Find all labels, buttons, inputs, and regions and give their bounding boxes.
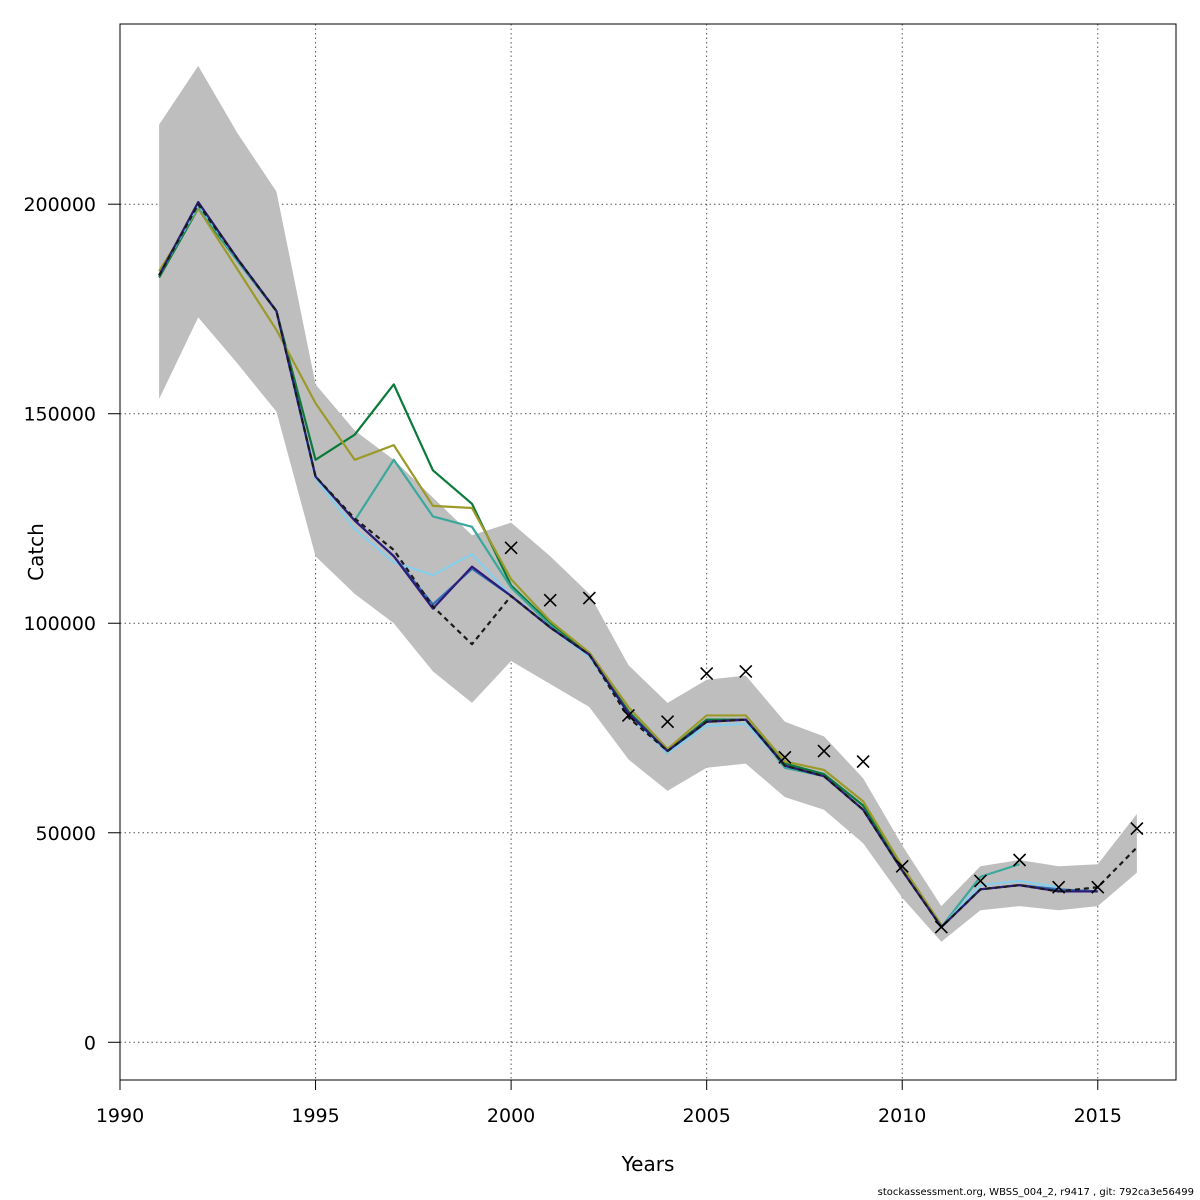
y-tick-label: 200000	[23, 194, 96, 216]
observation-marker	[739, 664, 753, 678]
observation-marker	[1091, 880, 1105, 894]
x-tick-label: 2000	[487, 1105, 535, 1127]
observation-marker	[1012, 853, 1027, 867]
observation-marker	[856, 754, 870, 769]
confidence-band	[159, 65, 1137, 942]
plot-frame	[119, 23, 1177, 1081]
observation-marker	[504, 541, 518, 555]
observation-marker	[895, 859, 909, 873]
series-line-black-dashed	[158, 203, 1138, 929]
series-lines-group	[158, 200, 1138, 929]
series-line-dark-green	[158, 207, 943, 926]
observation-marker	[778, 750, 792, 764]
footer-credit: stockassessment.org, WBSS_004_2, r9417 ,…	[877, 1187, 1194, 1198]
observation-marker	[543, 593, 557, 607]
y-tick-label: 100000	[23, 613, 96, 635]
x-tick-label: 2005	[682, 1105, 730, 1127]
observation-marker	[934, 920, 948, 934]
confidence-band-group	[159, 65, 1137, 942]
observation-marker	[621, 708, 636, 722]
y-tick-label: 50000	[36, 823, 96, 845]
axes-group: 1990 1995 2000 2005 2010 2015 0 50000 100000 1500…	[23, 194, 1121, 1127]
series-line-olive	[158, 207, 943, 926]
x-tick-label: 2015	[1074, 1105, 1122, 1127]
y-tick-label: 150000	[23, 404, 96, 426]
observation-marker	[1130, 822, 1144, 836]
observation-marker	[660, 715, 675, 729]
observation-marker	[582, 591, 596, 605]
y-tick-label: 0	[84, 1032, 96, 1054]
grid-lines	[120, 24, 1176, 1080]
x-tick-label: 1995	[291, 1105, 339, 1127]
observation-marker	[817, 744, 831, 758]
observation-marker	[973, 874, 988, 888]
x-tick-label: 2010	[878, 1105, 926, 1127]
x-tick-label: 1990	[96, 1105, 144, 1127]
observation-markers-group	[504, 541, 1144, 934]
x-axis-title: Years	[621, 1152, 675, 1176]
observation-marker	[1052, 880, 1066, 894]
observation-marker	[700, 666, 714, 681]
y-axis-title: Catch	[24, 523, 48, 581]
